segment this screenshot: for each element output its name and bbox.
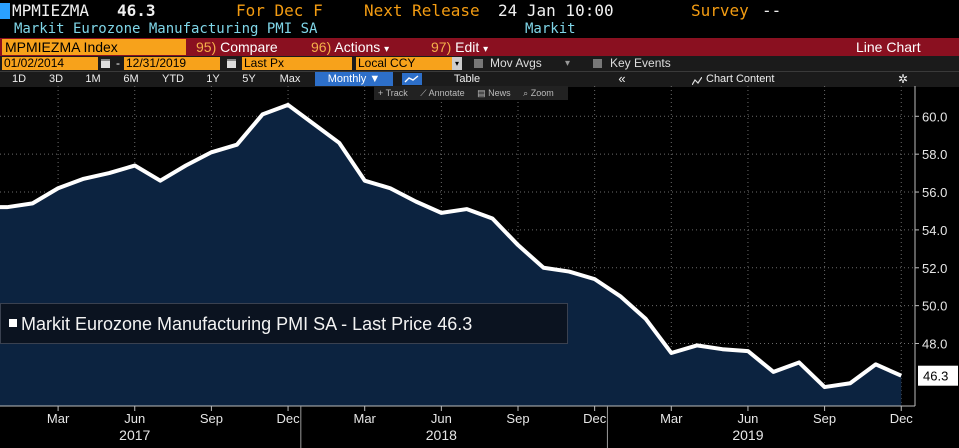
chart-content-button[interactable]: Chart Content (706, 73, 775, 85)
security-description: Markit Eurozone Manufacturing PMI SA (14, 21, 318, 37)
actions-number: 96) (311, 39, 332, 55)
edit-number: 97) (431, 39, 452, 55)
annotate-button[interactable]: ⟋ Annotate (420, 88, 465, 98)
x-tick-label: Mar (354, 411, 377, 426)
x-tick-label: Sep (200, 411, 223, 426)
chart-content-icon (691, 75, 703, 86)
year-label: 2018 (426, 427, 457, 443)
legend-text: Markit Eurozone Manufacturing PMI SA - L… (21, 314, 433, 334)
compare-label: Compare (220, 39, 278, 55)
compare-button[interactable]: 95) Compare (196, 38, 278, 56)
year-label: 2017 (119, 427, 150, 443)
collapse-icon[interactable]: « (618, 71, 626, 86)
end-date-input[interactable]: 12/31/2019 (124, 57, 220, 70)
actions-button[interactable]: 96) Actions ▾ (311, 38, 389, 56)
x-tick-label: Jun (124, 411, 145, 426)
menu-bar: MPMIEZMA Index 95) Compare 96) Actions ▾… (0, 38, 959, 56)
x-tick-label: Dec (583, 411, 607, 426)
ticker-marker (0, 3, 10, 19)
edit-label: Edit (455, 39, 480, 55)
y-tick-label: 56.0 (922, 185, 947, 200)
range-bar: 1D 3D 1M 6M YTD 1Y 5Y Max Monthly ▼ Tabl… (0, 71, 959, 87)
currency-caret-icon[interactable]: ▾ (452, 57, 462, 70)
frequency-select[interactable]: Monthly ▼ (315, 72, 393, 86)
key-events-checkbox[interactable] (593, 59, 602, 68)
actions-label: Actions (334, 39, 381, 55)
date-dash: - (116, 56, 120, 70)
y-tick-label: 52.0 (922, 261, 947, 276)
series-line (0, 102, 903, 390)
x-tick-label: Mar (660, 411, 683, 426)
data-source: Markit (525, 21, 576, 37)
edit-button[interactable]: 97) Edit ▾ (431, 38, 488, 56)
description-row: Markit Eurozone Manufacturing PMI SA Mar… (0, 21, 959, 38)
last-price: 46.3 (117, 1, 156, 20)
field-select[interactable]: Last Px (242, 57, 352, 70)
gear-icon[interactable]: ✲ (897, 72, 909, 86)
mov-avgs-label: Mov Avgs (490, 56, 542, 70)
last-value-box (918, 365, 958, 386)
line-chart-icon[interactable] (402, 73, 422, 85)
x-tick-label: Sep (506, 411, 529, 426)
x-tick-label: Dec (890, 411, 914, 426)
key-events-label: Key Events (610, 56, 671, 70)
mov-avgs-checkbox[interactable] (474, 59, 483, 68)
y-tick-label: 54.0 (922, 223, 947, 238)
last-value-label: 46.3 (923, 369, 948, 384)
y-tick-label: 58.0 (922, 147, 947, 162)
edit-caret-icon: ▾ (483, 44, 489, 55)
range-ytd-button[interactable]: YTD (162, 73, 184, 85)
range-1d-button[interactable]: 1D (11, 73, 27, 85)
next-release-value: 24 Jan 10:00 (498, 1, 614, 20)
legend-marker (9, 319, 17, 327)
range-3d-button[interactable]: 3D (48, 73, 64, 85)
table-button[interactable]: Table (453, 73, 481, 85)
y-tick-label: 48.0 (922, 337, 947, 352)
x-tick-label: Jun (431, 411, 452, 426)
range-5y-button[interactable]: 5Y (242, 73, 256, 85)
currency-select[interactable]: Local CCY (356, 57, 454, 70)
compare-number: 95) (196, 39, 217, 55)
chart-type-label[interactable]: Line Chart (856, 39, 921, 55)
survey-label: Survey (691, 1, 749, 20)
header-row: MPMIEZMA 46.3 For Dec F Next Release 24 … (0, 0, 959, 22)
start-date-input[interactable]: 01/02/2014 (2, 57, 98, 70)
year-label: 2019 (732, 427, 763, 443)
chart-tools: + Track ⟋ Annotate ▤ News ⌕ Zoom (374, 86, 568, 100)
x-tick-label: Sep (813, 411, 836, 426)
news-button[interactable]: ▤ News (477, 88, 511, 98)
range-6m-button[interactable]: 6M (123, 73, 139, 85)
survey-value: -- (762, 1, 782, 20)
range-1y-button[interactable]: 1Y (206, 73, 220, 85)
x-tick-label: Mar (47, 411, 70, 426)
chart-legend[interactable]: Markit Eurozone Manufacturing PMI SA - L… (0, 303, 568, 344)
x-tick-label: Jun (737, 411, 758, 426)
settings-bar: 01/02/2014 - 12/31/2019 Last Px Local CC… (0, 56, 959, 71)
range-max-button[interactable]: Max (279, 73, 301, 85)
y-tick-label: 60.0 (922, 109, 947, 124)
calendar-icon[interactable] (101, 59, 110, 68)
zoom-button[interactable]: ⌕ Zoom (523, 88, 554, 98)
calendar-icon[interactable] (227, 59, 236, 68)
legend-value: 46.3 (437, 314, 473, 334)
next-release-label: Next Release (364, 1, 480, 20)
mov-avgs-caret-icon[interactable]: ▾ (565, 58, 571, 69)
y-tick-label: 50.0 (922, 299, 947, 314)
range-1m-button[interactable]: 1M (85, 73, 101, 85)
x-tick-label: Dec (276, 411, 300, 426)
actions-caret-icon: ▾ (384, 44, 390, 55)
track-button[interactable]: + Track (378, 88, 408, 98)
chart-area[interactable]: 48.0 50.0 52.0 54.0 56.0 58.0 60.0 Mar Jun Sep Dec… (0, 86, 959, 448)
period: For Dec F (236, 1, 323, 20)
security-field[interactable]: MPMIEZMA Index (2, 39, 186, 55)
ticker-symbol[interactable]: MPMIEZMA (12, 1, 90, 20)
